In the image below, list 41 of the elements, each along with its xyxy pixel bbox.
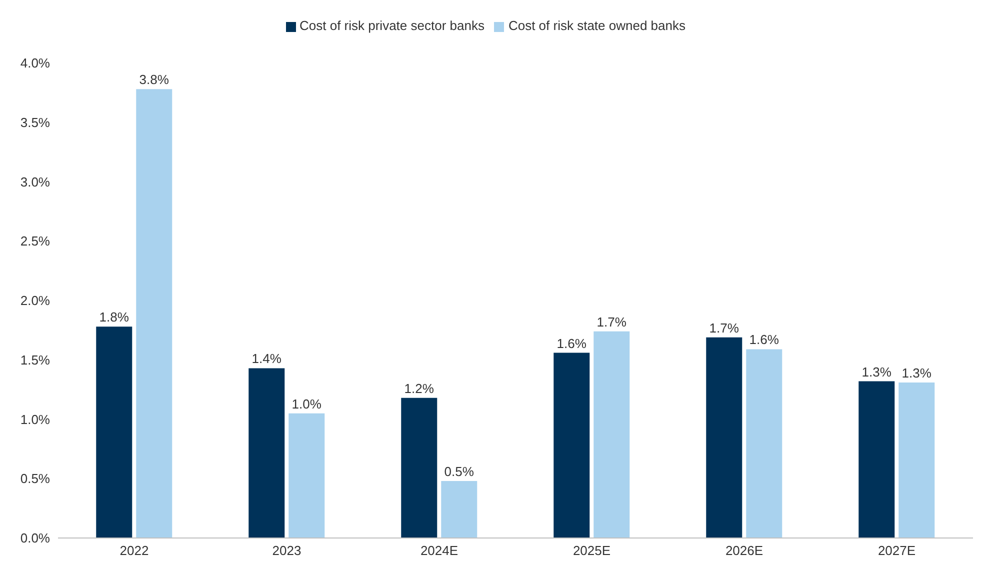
y-tick-label: 0.5% [20, 471, 50, 486]
y-tick-label: 1.0% [20, 412, 50, 427]
bar [248, 368, 285, 538]
x-tick-label: 2026E [725, 543, 764, 558]
y-tick-label: 2.5% [20, 234, 50, 249]
data-label: 0.5% [444, 464, 474, 479]
bar [594, 331, 630, 538]
bar [401, 398, 438, 538]
x-tick-label: 2027E [878, 543, 916, 558]
y-tick-label: 3.5% [20, 114, 50, 130]
data-label: 1.6% [556, 336, 587, 351]
bar [706, 337, 742, 538]
x-tick-label: 2024E [420, 543, 458, 558]
y-tick-label: 3.0% [20, 174, 50, 190]
bar [136, 89, 172, 538]
x-tick-label: 2025E [572, 543, 611, 558]
legend-label: Cost of risk private sector banks [300, 18, 484, 33]
data-label: 1.4% [252, 351, 282, 366]
data-label: 1.3% [902, 365, 932, 380]
y-tick-label: 2.0% [20, 293, 50, 308]
bar [96, 326, 132, 538]
legend-label: Cost of risk state owned banks [508, 18, 686, 33]
data-label: 1.0% [292, 396, 322, 412]
bar [554, 352, 590, 538]
data-label: 1.8% [99, 310, 130, 325]
y-tick-label: 0.0% [20, 530, 50, 546]
data-label: 1.3% [862, 364, 892, 380]
data-label: 1.2% [404, 380, 434, 396]
data-label: 3.8% [139, 72, 170, 88]
y-tick-label: 4.0% [20, 56, 50, 71]
bar [898, 382, 935, 538]
data-label: 1.7% [596, 314, 627, 330]
data-label: 1.6% [749, 332, 780, 348]
x-tick-label: 2023 [272, 543, 302, 558]
bar [858, 381, 895, 538]
x-tick-label: 2022 [120, 543, 149, 558]
bar [441, 481, 478, 538]
y-tick-label: 1.5% [20, 352, 50, 368]
data-label: 1.7% [709, 320, 740, 336]
bar [746, 349, 782, 538]
bar [288, 413, 325, 538]
